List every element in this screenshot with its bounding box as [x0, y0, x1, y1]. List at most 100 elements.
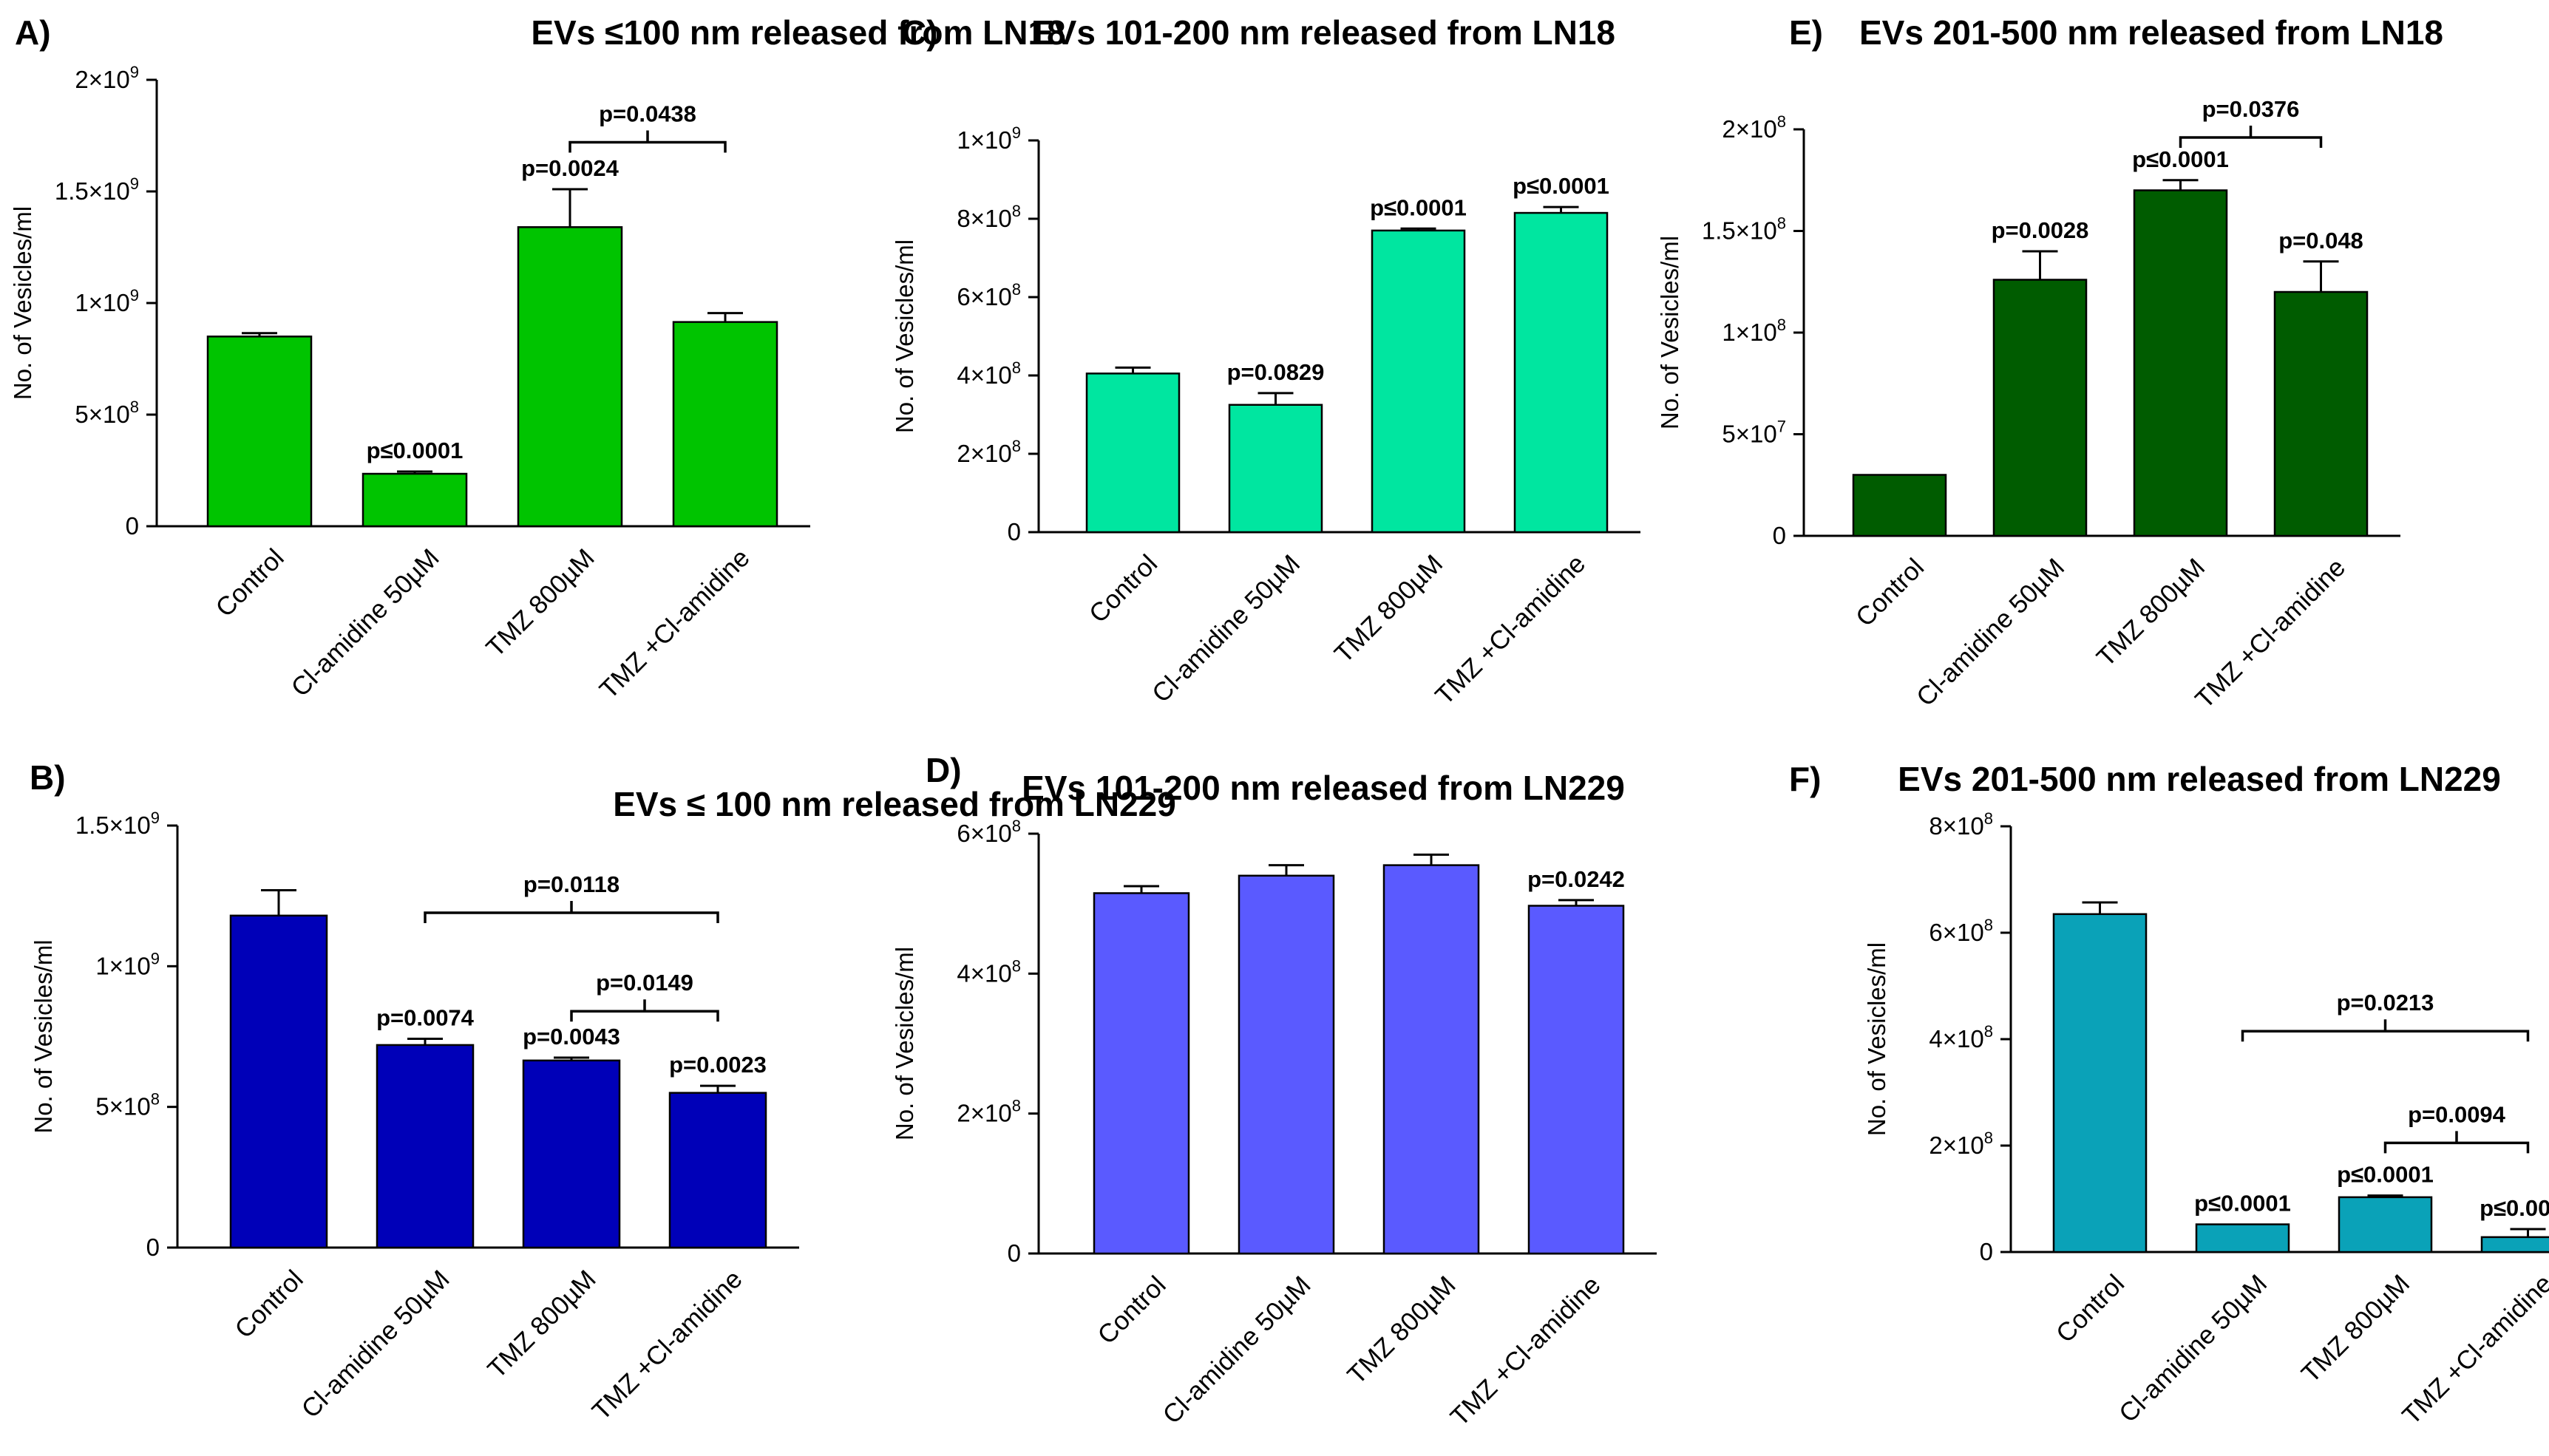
y-tick-label: 6×108	[1929, 916, 1993, 946]
y-tick-label: 5×107	[1722, 418, 1786, 448]
bar-4	[672, 321, 778, 528]
bracket-p-value-label: p=0.0118	[523, 871, 620, 897]
comparison-bracket	[2241, 1019, 2530, 1042]
bracket-p-value-label: p=0.0376	[2202, 96, 2300, 122]
p-value-label: p=0.0829	[1227, 359, 1325, 385]
bar-4	[2480, 1236, 2549, 1253]
x-category-label: Control	[229, 1265, 308, 1344]
p-value-label: p=0.0242	[1527, 866, 1625, 892]
bracket-p-value-label: p=0.0149	[596, 970, 693, 996]
p-value-label: p=0.0024	[521, 155, 620, 181]
y-tick-label: 1×109	[95, 949, 160, 979]
x-category-label: Cl-amidine 50µM	[296, 1265, 455, 1423]
y-tick-label: 2×108	[1722, 112, 1786, 143]
bar-3	[2338, 1196, 2433, 1253]
bar-2	[1228, 404, 1323, 534]
x-category-label: Cl-amidine 50µM	[286, 543, 445, 702]
y-tick-label: 8×108	[1929, 809, 1993, 840]
y-tick-label: 4×108	[1929, 1022, 1993, 1052]
x-category-label: TMZ 800µM	[1329, 549, 1448, 668]
chart-title: EVs 101-200 nm released from LN18	[1031, 13, 1615, 52]
bar-4	[668, 1092, 767, 1249]
x-category-label: TMZ 800µM	[1342, 1270, 1461, 1389]
x-category-label: TMZ +Cl-amidine	[2190, 553, 2351, 714]
p-value-label: p=0.0023	[669, 1052, 767, 1078]
y-axis-label: No. of Vesicles/ml	[891, 947, 918, 1140]
bar-1	[1085, 372, 1181, 534]
p-value-label: p≤0.0001	[1370, 194, 1467, 220]
chart-panel-d: D) EVs 101-200 nm released from LN229 0 2×1…	[891, 751, 1657, 1432]
chart-panel-e: E) EVs 201-500 nm released from LN18 0 5×10…	[1656, 13, 2443, 714]
p-value-label: p=0.0028	[1992, 217, 2089, 243]
x-category-label: TMZ +Cl-amidine	[587, 1265, 748, 1426]
comparison-bracket	[2383, 1131, 2530, 1154]
y-tick-label: 6×108	[957, 817, 1021, 847]
bar-2	[2195, 1223, 2290, 1253]
y-axis-label: No. of Vesicles/ml	[9, 206, 36, 400]
x-category-label: Cl-amidine 50µM	[1158, 1270, 1317, 1429]
y-tick-label: 2×109	[75, 63, 139, 93]
p-value-label: p≤0.0001	[2132, 146, 2229, 172]
bar-2	[1238, 874, 1335, 1255]
x-category-label: Cl-amidine 50µM	[1147, 549, 1306, 708]
bar-2	[1992, 279, 2088, 537]
x-category-label: Control	[1850, 553, 1929, 632]
chart-panel-c: C) EVs 101-200 nm released from LN18 0 2×10…	[891, 13, 1640, 710]
bar-3	[2133, 189, 2228, 537]
bar-1	[206, 336, 313, 528]
x-category-label: TMZ +Cl-amidine	[1445, 1270, 1606, 1432]
x-category-label: TMZ +Cl-amidine	[594, 543, 756, 704]
y-axis-label: No. of Vesicles/ml	[1656, 236, 1683, 429]
y-tick-label: 2×108	[1929, 1129, 1993, 1159]
bracket-p-value-label: p=0.0438	[599, 101, 696, 127]
x-category-label: Control	[2051, 1269, 2130, 1348]
chart-panel-b: B) EVs ≤ 100 nm released from LN229 0 5×108…	[30, 758, 1176, 1426]
chart-panel-f: F) EVs 201-500 nm released from LN229 0 2×1…	[1789, 760, 2549, 1430]
bar-1	[1093, 892, 1190, 1255]
x-category-label: TMZ 800µM	[2296, 1269, 2415, 1388]
chart-title: EVs 101-200 nm released from LN229	[1022, 769, 1625, 807]
y-tick-label: 1.5×109	[75, 809, 160, 839]
panel-letter: E)	[1789, 13, 1823, 52]
y-tick-label: 6×108	[957, 280, 1021, 310]
p-value-label: p≤0.0001	[2194, 1191, 2291, 1217]
p-value-label: p=0.0074	[376, 1005, 475, 1031]
y-tick-label: 0	[1008, 1239, 1021, 1267]
x-category-label: TMZ 800µM	[481, 543, 600, 662]
panel-letter: B)	[30, 758, 66, 797]
bar-4	[2273, 290, 2369, 537]
p-value-label: p≤0.0001	[367, 438, 464, 463]
bar-2	[362, 472, 468, 528]
p-value-label: p≤0.0001	[1513, 173, 1609, 199]
bar-3	[522, 1059, 621, 1249]
y-tick-label: 4×108	[957, 956, 1021, 987]
y-tick-label: 0	[1008, 518, 1021, 545]
comparison-bracket	[568, 130, 727, 153]
p-value-label: p≤0.0001	[2337, 1162, 2434, 1188]
bar-3	[1382, 864, 1480, 1255]
y-tick-label: 4×108	[957, 358, 1021, 389]
bar-2	[376, 1044, 475, 1249]
y-tick-label: 0	[1980, 1238, 1993, 1265]
panel-letter: C)	[902, 13, 938, 52]
comparison-bracket	[2179, 126, 2323, 148]
y-axis-label: No. of Vesicles/ml	[1863, 942, 1890, 1136]
y-tick-label: 8×108	[957, 202, 1021, 232]
y-axis-label: No. of Vesicles/ml	[891, 239, 918, 433]
y-tick-label: 1.5×109	[55, 174, 139, 205]
y-tick-label: 1×109	[957, 123, 1021, 154]
x-category-label: Control	[1092, 1270, 1171, 1350]
x-category-label: Cl-amidine 50µM	[1911, 553, 2070, 712]
y-tick-label: 1.5×108	[1702, 214, 1786, 245]
comparison-bracket	[424, 901, 719, 924]
x-category-label: TMZ +Cl-amidine	[2397, 1269, 2549, 1430]
y-tick-label: 1×109	[75, 286, 139, 316]
y-tick-label: 0	[126, 512, 139, 540]
x-category-label: TMZ 800µM	[482, 1265, 601, 1384]
bracket-p-value-label: p=0.0094	[2408, 1101, 2506, 1127]
panel-letter: D)	[926, 751, 962, 789]
bar-3	[1371, 229, 1466, 534]
p-value-label: p≤0.0001	[2480, 1195, 2549, 1221]
bar-1	[1852, 474, 1947, 537]
